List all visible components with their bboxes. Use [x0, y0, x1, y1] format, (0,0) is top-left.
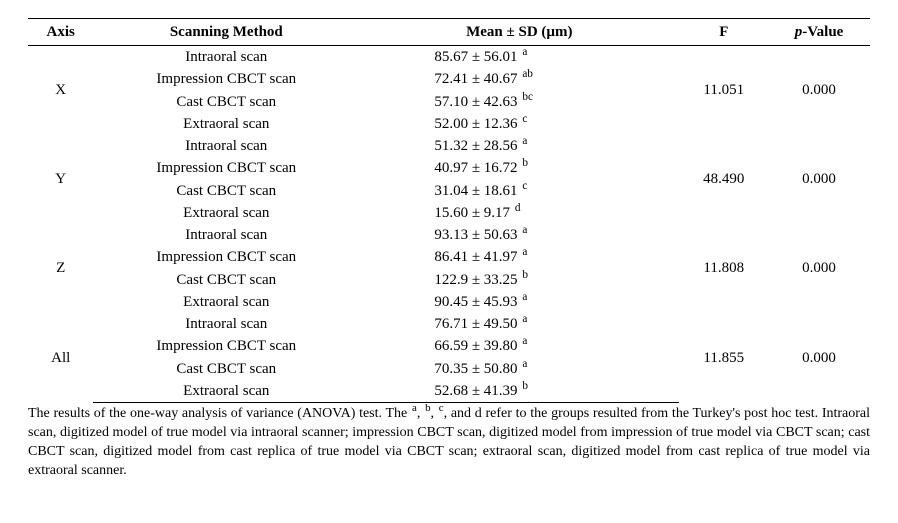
axis-cell: Z	[28, 224, 93, 313]
table-body: XIntraoral scan85.67 ± 56.01 a11.0510.00…	[28, 46, 870, 403]
mean-value: 76.71 ± 49.50	[434, 314, 517, 334]
mean-cell: 52.68 ± 41.39 b	[359, 380, 679, 403]
method-cell: Impression CBCT scan	[93, 68, 359, 90]
mean-cell: 93.13 ± 50.63 a	[359, 224, 679, 246]
method-cell: Cast CBCT scan	[93, 358, 359, 380]
method-cell: Cast CBCT scan	[93, 269, 359, 291]
mean-cell: 72.41 ± 40.67 ab	[359, 68, 679, 90]
col-p: p-Value	[768, 19, 870, 46]
p-cell: 0.000	[768, 224, 870, 313]
p-cell: 0.000	[768, 46, 870, 136]
f-cell: 11.855	[679, 313, 768, 403]
anova-table: Axis Scanning Method Mean ± SD (µm) F p-…	[28, 18, 870, 403]
mean-cell: 57.10 ± 42.63 bc	[359, 91, 679, 113]
posthoc-superscript: b	[521, 380, 528, 392]
posthoc-superscript: d	[514, 202, 521, 214]
posthoc-superscript: a	[521, 46, 527, 58]
posthoc-superscript: b	[521, 157, 528, 169]
method-cell: Intraoral scan	[93, 224, 359, 246]
mean-value: 31.04 ± 18.61	[434, 181, 517, 201]
mean-cell: 52.00 ± 12.36 c	[359, 113, 679, 135]
mean-value: 90.45 ± 45.93	[434, 292, 517, 312]
method-cell: Extraoral scan	[93, 202, 359, 224]
method-cell: Impression CBCT scan	[93, 335, 359, 357]
mean-value: 93.13 ± 50.63	[434, 225, 517, 245]
table-row: YIntraoral scan51.32 ± 28.56 a48.4900.00…	[28, 135, 870, 157]
method-cell: Impression CBCT scan	[93, 246, 359, 268]
mean-value: 70.35 ± 50.80	[434, 359, 517, 379]
mean-value: 66.59 ± 39.80	[434, 336, 517, 356]
table-row: AllIntraoral scan76.71 ± 49.50 a11.8550.…	[28, 313, 870, 335]
table-footnote: The results of the one-way analysis of v…	[28, 403, 870, 481]
posthoc-superscript: ab	[521, 68, 533, 80]
mean-value: 52.00 ± 12.36	[434, 114, 517, 134]
mean-value: 57.10 ± 42.63	[434, 92, 517, 112]
mean-value: 40.97 ± 16.72	[434, 158, 517, 178]
f-cell: 11.808	[679, 224, 768, 313]
mean-value: 86.41 ± 41.97	[434, 247, 517, 267]
table-row: XIntraoral scan85.67 ± 56.01 a11.0510.00…	[28, 46, 870, 69]
posthoc-superscript: a	[521, 291, 527, 303]
f-cell: 48.490	[679, 135, 768, 224]
method-cell: Intraoral scan	[93, 46, 359, 69]
col-mean: Mean ± SD (µm)	[359, 19, 679, 46]
posthoc-superscript: a	[521, 246, 527, 258]
method-cell: Extraoral scan	[93, 380, 359, 403]
p-cell: 0.000	[768, 313, 870, 403]
posthoc-superscript: bc	[521, 91, 533, 103]
posthoc-superscript: c	[521, 113, 527, 125]
axis-cell: Y	[28, 135, 93, 224]
axis-cell: All	[28, 313, 93, 403]
mean-cell: 90.45 ± 45.93 a	[359, 291, 679, 313]
mean-value: 85.67 ± 56.01	[434, 47, 517, 67]
posthoc-superscript: b	[521, 269, 528, 281]
method-cell: Impression CBCT scan	[93, 157, 359, 179]
method-cell: Cast CBCT scan	[93, 180, 359, 202]
mean-cell: 66.59 ± 39.80 a	[359, 335, 679, 357]
p-cell: 0.000	[768, 135, 870, 224]
mean-cell: 86.41 ± 41.97 a	[359, 246, 679, 268]
footnote-c1: ,	[417, 406, 424, 421]
posthoc-superscript: a	[521, 313, 527, 325]
mean-value: 72.41 ± 40.67	[434, 69, 517, 89]
mean-value: 51.32 ± 28.56	[434, 136, 517, 156]
mean-cell: 40.97 ± 16.72 b	[359, 157, 679, 179]
footnote-c2: ,	[431, 406, 438, 421]
method-cell: Intraoral scan	[93, 313, 359, 335]
posthoc-superscript: a	[521, 224, 527, 236]
mean-value: 15.60 ± 9.17	[434, 203, 510, 223]
col-method: Scanning Method	[93, 19, 359, 46]
mean-cell: 70.35 ± 50.80 a	[359, 358, 679, 380]
header-row: Axis Scanning Method Mean ± SD (µm) F p-…	[28, 19, 870, 46]
axis-cell: X	[28, 46, 93, 136]
posthoc-superscript: a	[521, 358, 527, 370]
footnote-pre: The results of the one-way analysis of v…	[28, 406, 411, 421]
posthoc-superscript: c	[521, 180, 527, 192]
mean-cell: 122.9 ± 33.25 b	[359, 269, 679, 291]
mean-cell: 31.04 ± 18.61 c	[359, 180, 679, 202]
posthoc-superscript: a	[521, 135, 527, 147]
method-cell: Cast CBCT scan	[93, 91, 359, 113]
mean-cell: 15.60 ± 9.17 d	[359, 202, 679, 224]
table-row: ZIntraoral scan93.13 ± 50.63 a11.8080.00…	[28, 224, 870, 246]
mean-cell: 51.32 ± 28.56 a	[359, 135, 679, 157]
method-cell: Intraoral scan	[93, 135, 359, 157]
method-cell: Extraoral scan	[93, 291, 359, 313]
mean-value: 122.9 ± 33.25	[434, 270, 517, 290]
col-f: F	[679, 19, 768, 46]
posthoc-superscript: a	[521, 335, 527, 347]
mean-cell: 85.67 ± 56.01 a	[359, 46, 679, 69]
mean-value: 52.68 ± 41.39	[434, 381, 517, 401]
col-axis: Axis	[28, 19, 93, 46]
method-cell: Extraoral scan	[93, 113, 359, 135]
f-cell: 11.051	[679, 46, 768, 136]
p-suffix: -Value	[802, 24, 843, 40]
mean-cell: 76.71 ± 49.50 a	[359, 313, 679, 335]
